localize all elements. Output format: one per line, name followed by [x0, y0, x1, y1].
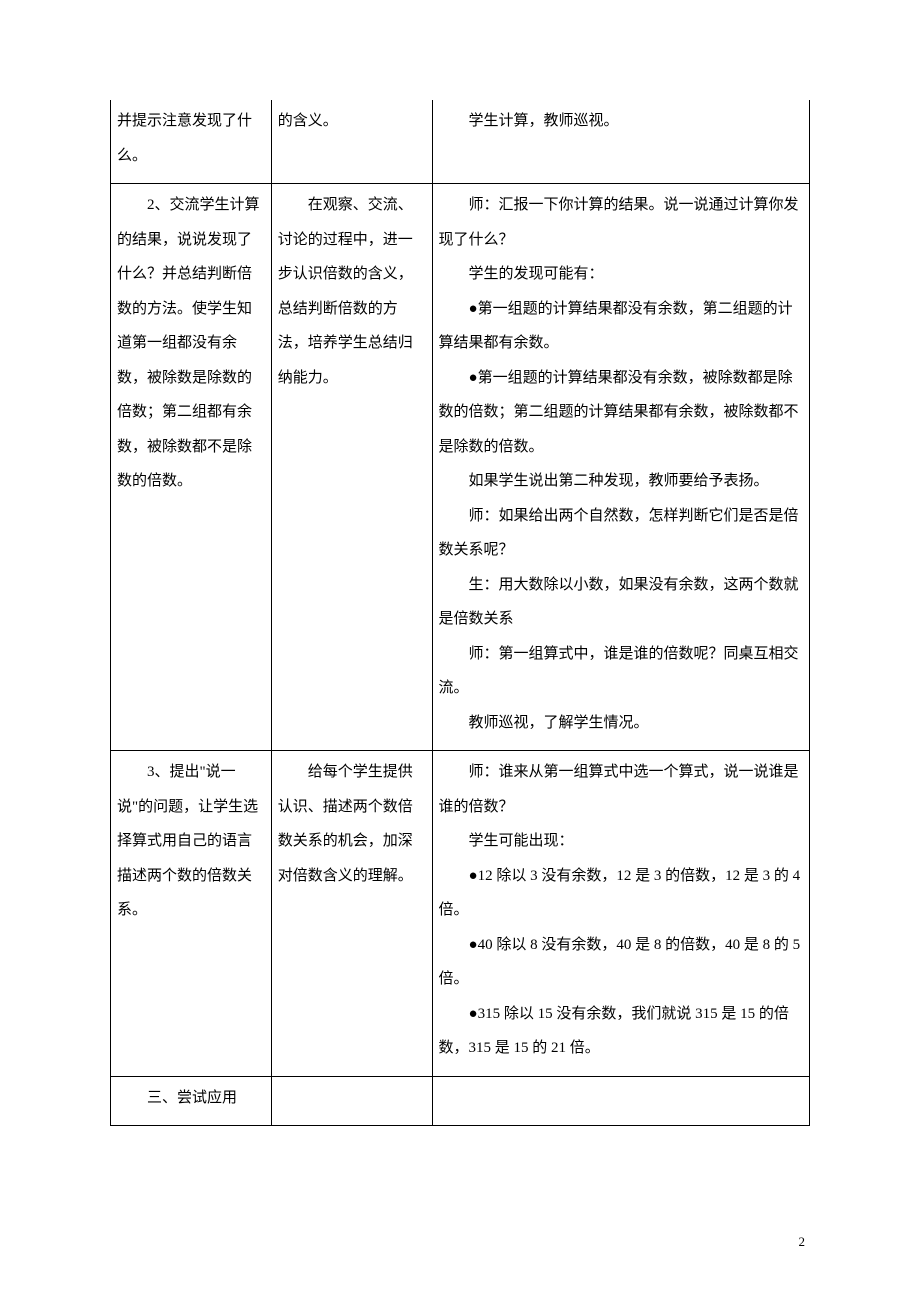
paragraph: 的含义。: [278, 104, 426, 139]
paragraph: 师：谁来从第一组算式中选一个算式，说一说谁是谁的倍数？: [439, 755, 803, 824]
paragraph: ●第一组题的计算结果都没有余数，被除数都是除数的倍数；第二组题的计算结果都有余数…: [439, 361, 803, 465]
paragraph: 3、提出"说一说"的问题，让学生选择算式用自己的语言描述两个数的倍数关系。: [117, 755, 265, 928]
table-cell: 并提示注意发现了什么。: [111, 100, 272, 184]
paragraph: ●40 除以 8 没有余数，40 是 8 的倍数，40 是 8 的 5 倍。: [439, 928, 803, 997]
paragraph: 教师巡视，了解学生情况。: [439, 706, 803, 741]
table-cell: 3、提出"说一说"的问题，让学生选择算式用自己的语言描述两个数的倍数关系。: [111, 751, 272, 1077]
paragraph: 并提示注意发现了什么。: [117, 104, 265, 173]
paragraph: 师：汇报一下你计算的结果。说一说通过计算你发现了什么？: [439, 188, 803, 257]
document-page: 并提示注意发现了什么。的含义。学生计算，教师巡视。2、交流学生计算的结果，说说发…: [0, 0, 920, 1302]
table-cell: 学生计算，教师巡视。: [432, 100, 809, 184]
paragraph: 师：如果给出两个自然数，怎样判断它们是否是倍数关系呢？: [439, 499, 803, 568]
table-row: 3、提出"说一说"的问题，让学生选择算式用自己的语言描述两个数的倍数关系。给每个…: [111, 751, 810, 1077]
table-cell: 2、交流学生计算的结果，说说发现了什么？并总结判断倍数的方法。使学生知道第一组都…: [111, 184, 272, 751]
paragraph: 三、尝试应用: [117, 1081, 265, 1116]
table-cell: 三、尝试应用: [111, 1076, 272, 1126]
paragraph: ●第一组题的计算结果都没有余数，第二组题的计算结果都有余数。: [439, 292, 803, 361]
table-cell: 给每个学生提供认识、描述两个数倍数关系的机会，加深对倍数含义的理解。: [271, 751, 432, 1077]
table-cell: 师：谁来从第一组算式中选一个算式，说一说谁是谁的倍数？学生可能出现：●12 除以…: [432, 751, 809, 1077]
content-table: 并提示注意发现了什么。的含义。学生计算，教师巡视。2、交流学生计算的结果，说说发…: [110, 100, 810, 1126]
table-cell: 的含义。: [271, 100, 432, 184]
table-cell: 在观察、交流、讨论的过程中，进一步认识倍数的含义，总结判断倍数的方法，培养学生总…: [271, 184, 432, 751]
paragraph: 2、交流学生计算的结果，说说发现了什么？并总结判断倍数的方法。使学生知道第一组都…: [117, 188, 265, 499]
paragraph: 如果学生说出第二种发现，教师要给予表扬。: [439, 464, 803, 499]
table-cell: [271, 1076, 432, 1126]
table-cell: 师：汇报一下你计算的结果。说一说通过计算你发现了什么？学生的发现可能有：●第一组…: [432, 184, 809, 751]
paragraph: 学生计算，教师巡视。: [439, 104, 803, 139]
paragraph: 在观察、交流、讨论的过程中，进一步认识倍数的含义，总结判断倍数的方法，培养学生总…: [278, 188, 426, 395]
table-row: 并提示注意发现了什么。的含义。学生计算，教师巡视。: [111, 100, 810, 184]
paragraph: ●12 除以 3 没有余数，12 是 3 的倍数，12 是 3 的 4 倍。: [439, 859, 803, 928]
table-row: 2、交流学生计算的结果，说说发现了什么？并总结判断倍数的方法。使学生知道第一组都…: [111, 184, 810, 751]
table-row: 三、尝试应用: [111, 1076, 810, 1126]
paragraph: 师：第一组算式中，谁是谁的倍数呢？同桌互相交流。: [439, 637, 803, 706]
table-body: 并提示注意发现了什么。的含义。学生计算，教师巡视。2、交流学生计算的结果，说说发…: [111, 100, 810, 1126]
paragraph: 学生的发现可能有：: [439, 257, 803, 292]
page-number: 2: [799, 1227, 806, 1257]
paragraph: 学生可能出现：: [439, 824, 803, 859]
table-cell: [432, 1076, 809, 1126]
paragraph: ●315 除以 15 没有余数，我们就说 315 是 15 的倍数，315 是 …: [439, 997, 803, 1066]
paragraph: 给每个学生提供认识、描述两个数倍数关系的机会，加深对倍数含义的理解。: [278, 755, 426, 893]
paragraph: 生：用大数除以小数，如果没有余数，这两个数就是倍数关系: [439, 568, 803, 637]
